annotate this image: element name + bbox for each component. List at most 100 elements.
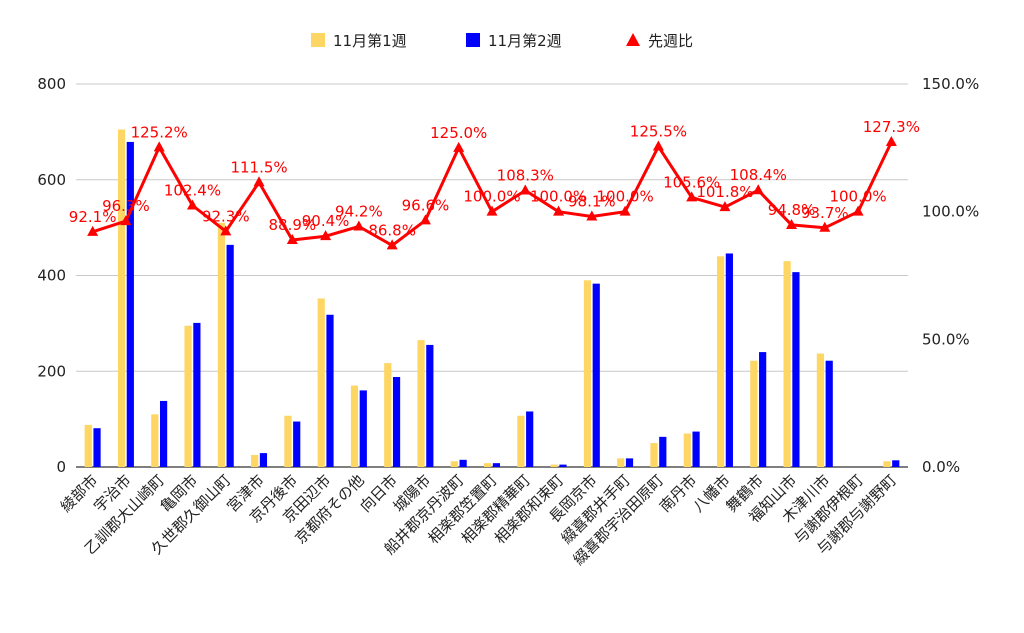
x-tick-label: 南丹市 bbox=[656, 471, 701, 516]
legend-swatch bbox=[311, 33, 325, 47]
bar-week2 bbox=[692, 431, 700, 467]
bar-week2 bbox=[93, 428, 101, 467]
ratio-point bbox=[320, 230, 332, 241]
bar-week2 bbox=[226, 244, 234, 467]
ratio-data-label: 92.3% bbox=[202, 207, 250, 225]
bar-week2 bbox=[326, 314, 334, 467]
ratio-point bbox=[386, 239, 398, 250]
bar-week1 bbox=[716, 256, 725, 467]
ratio-data-label: 125.2% bbox=[131, 123, 188, 141]
ratio-point bbox=[453, 141, 465, 152]
ratio-line-layer: 92.1%96.3% 125.2% 102.4% 92.3% 111.5% 88.9%90… bbox=[69, 118, 920, 250]
ratio-point bbox=[786, 218, 798, 229]
bar-week2 bbox=[259, 453, 268, 467]
bar-week2 bbox=[293, 421, 301, 467]
bar-week1 bbox=[350, 385, 359, 467]
bar-week1 bbox=[384, 363, 392, 467]
bar-week1 bbox=[883, 461, 891, 467]
ratio-point bbox=[852, 205, 864, 216]
ratio-data-label: 94.2% bbox=[335, 202, 383, 220]
ratio-point bbox=[752, 184, 764, 195]
bar-week1 bbox=[783, 261, 791, 467]
bar-week2 bbox=[193, 322, 201, 467]
y-tick-label: 0 bbox=[56, 458, 66, 476]
ratio-point bbox=[353, 220, 365, 231]
bar-week2 bbox=[759, 352, 767, 467]
bar-week1 bbox=[84, 424, 92, 467]
legend-swatch bbox=[466, 33, 480, 47]
bar-week1 bbox=[650, 443, 658, 467]
ratio-point bbox=[87, 225, 99, 236]
bar-week1 bbox=[251, 455, 259, 467]
ratio-point bbox=[586, 210, 598, 221]
bar-week1 bbox=[217, 222, 225, 467]
y-tick-label: 400 bbox=[37, 267, 66, 285]
ratio-data-label: 100.0% bbox=[829, 188, 886, 206]
bar-week2 bbox=[126, 141, 134, 467]
bar-week1 bbox=[417, 340, 425, 467]
ratio-data-label: 111.5% bbox=[230, 158, 287, 176]
bar-week2 bbox=[625, 458, 634, 467]
legend: 11月第1週 11月第2週 先週比 bbox=[311, 32, 693, 50]
bar-week2 bbox=[392, 376, 401, 467]
bar-week2 bbox=[459, 459, 467, 467]
bar-week2 bbox=[659, 436, 667, 467]
x-tick-label: 八幡市 bbox=[689, 471, 734, 516]
ratio-point bbox=[686, 191, 698, 202]
bar-week1 bbox=[151, 414, 159, 467]
legend-label: 11月第2週 bbox=[488, 32, 562, 50]
ratio-data-label: 98.1% bbox=[568, 193, 616, 211]
bar-week2 bbox=[825, 360, 833, 467]
ratio-data-label: 102.4% bbox=[164, 182, 221, 200]
ratio-point bbox=[719, 201, 731, 212]
bar-week1 bbox=[683, 433, 691, 467]
ratio-data-label: 96.3% bbox=[102, 197, 150, 215]
y-tick-label: 600 bbox=[37, 171, 66, 189]
y-tick-label: 800 bbox=[37, 75, 66, 93]
legend-swatch bbox=[626, 33, 640, 46]
legend-label: 11月第1週 bbox=[333, 32, 407, 50]
ratio-data-label: 94.8% bbox=[768, 201, 816, 219]
ratio-point bbox=[153, 141, 165, 152]
bar-week2 bbox=[492, 463, 500, 467]
bar-week2 bbox=[526, 411, 534, 467]
ratio-point bbox=[519, 184, 531, 195]
ratio-point bbox=[553, 205, 565, 216]
bar-week2 bbox=[160, 400, 168, 467]
bar-week1 bbox=[184, 325, 192, 467]
x-tick-label: 向日市 bbox=[356, 471, 401, 516]
bar-week2 bbox=[359, 390, 367, 467]
bars-layer bbox=[84, 129, 900, 467]
ratio-point bbox=[885, 135, 897, 146]
bar-week1 bbox=[816, 353, 824, 467]
ratio-data-label: 100.0% bbox=[530, 188, 587, 206]
bar-week2 bbox=[792, 272, 800, 467]
bar-week1 bbox=[550, 464, 558, 467]
ratio-data-label: 100.0% bbox=[597, 188, 654, 206]
y2-tick-label: 0.0% bbox=[922, 458, 960, 476]
ratio-data-label: 108.4% bbox=[730, 166, 787, 184]
ratio-data-label: 93.7% bbox=[801, 204, 849, 222]
bar-week1 bbox=[517, 415, 525, 467]
ratio-data-label: 88.9% bbox=[268, 216, 316, 234]
bar-week1 bbox=[484, 463, 492, 467]
ratio-data-label: 125.5% bbox=[630, 123, 687, 141]
ratio-point bbox=[619, 205, 631, 216]
legend-label: 先週比 bbox=[648, 32, 693, 50]
gridlines bbox=[76, 83, 908, 468]
ratio-point bbox=[419, 214, 431, 225]
ratio-data-label: 100.0% bbox=[463, 188, 520, 206]
bar-week2 bbox=[892, 460, 900, 467]
ratio-point bbox=[652, 140, 664, 151]
ratio-point bbox=[120, 215, 132, 226]
y-tick-label: 200 bbox=[37, 362, 66, 380]
bar-week1 bbox=[617, 458, 625, 467]
bar-week2 bbox=[592, 283, 600, 467]
bar-week2 bbox=[725, 253, 733, 467]
bar-week1 bbox=[450, 461, 458, 467]
x-tick-label: 綾部市 bbox=[57, 471, 102, 516]
ratio-point bbox=[220, 225, 232, 236]
bar-week1 bbox=[117, 129, 126, 467]
